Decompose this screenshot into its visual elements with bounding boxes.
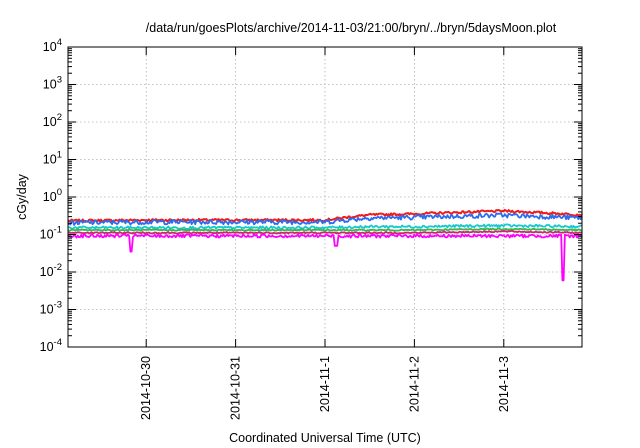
series-line-6 (67, 233, 583, 282)
y-tick-label: 10-1 (40, 225, 62, 242)
y-tick-label: 102 (43, 112, 62, 129)
y-tick-label: 100 (43, 187, 62, 204)
axis-ticks (68, 46, 582, 348)
x-tick-labels: 2014-10-30 2014-10-31 2014-11-1 2014-11-2 20… (139, 356, 511, 420)
y-tick-label: 10-4 (40, 337, 62, 354)
y-tick-label: 10-2 (40, 262, 62, 279)
x-axis-label: Coordinated Universal Time (UTC) (229, 431, 421, 445)
y-tick-label: 103 (43, 75, 62, 92)
series-line-3 (67, 223, 583, 230)
y-tick-labels: 10-4 10-3 10-2 10-1 100 101 102 103 104 (40, 37, 62, 354)
series-line-4 (67, 227, 583, 232)
x-tick-label: 2014-11-1 (318, 356, 332, 412)
y-tick-label: 10-3 (40, 300, 62, 317)
data-series (67, 208, 583, 282)
series-line-5 (67, 229, 583, 235)
x-tick-label: 2014-11-2 (407, 356, 421, 412)
y-tick-label: 101 (43, 150, 62, 167)
chart-title: /data/run/goesPlots/archive/2014-11-03/2… (146, 21, 557, 35)
y-tick-label: 104 (43, 37, 62, 54)
series-line-2 (67, 212, 583, 226)
x-tick-label: 2014-10-31 (229, 356, 243, 420)
x-tick-label: 2014-11-3 (497, 356, 511, 412)
gridlines (68, 47, 582, 347)
x-tick-label: 2014-10-30 (139, 356, 153, 420)
y-axis-label: cGy/day (15, 173, 29, 220)
